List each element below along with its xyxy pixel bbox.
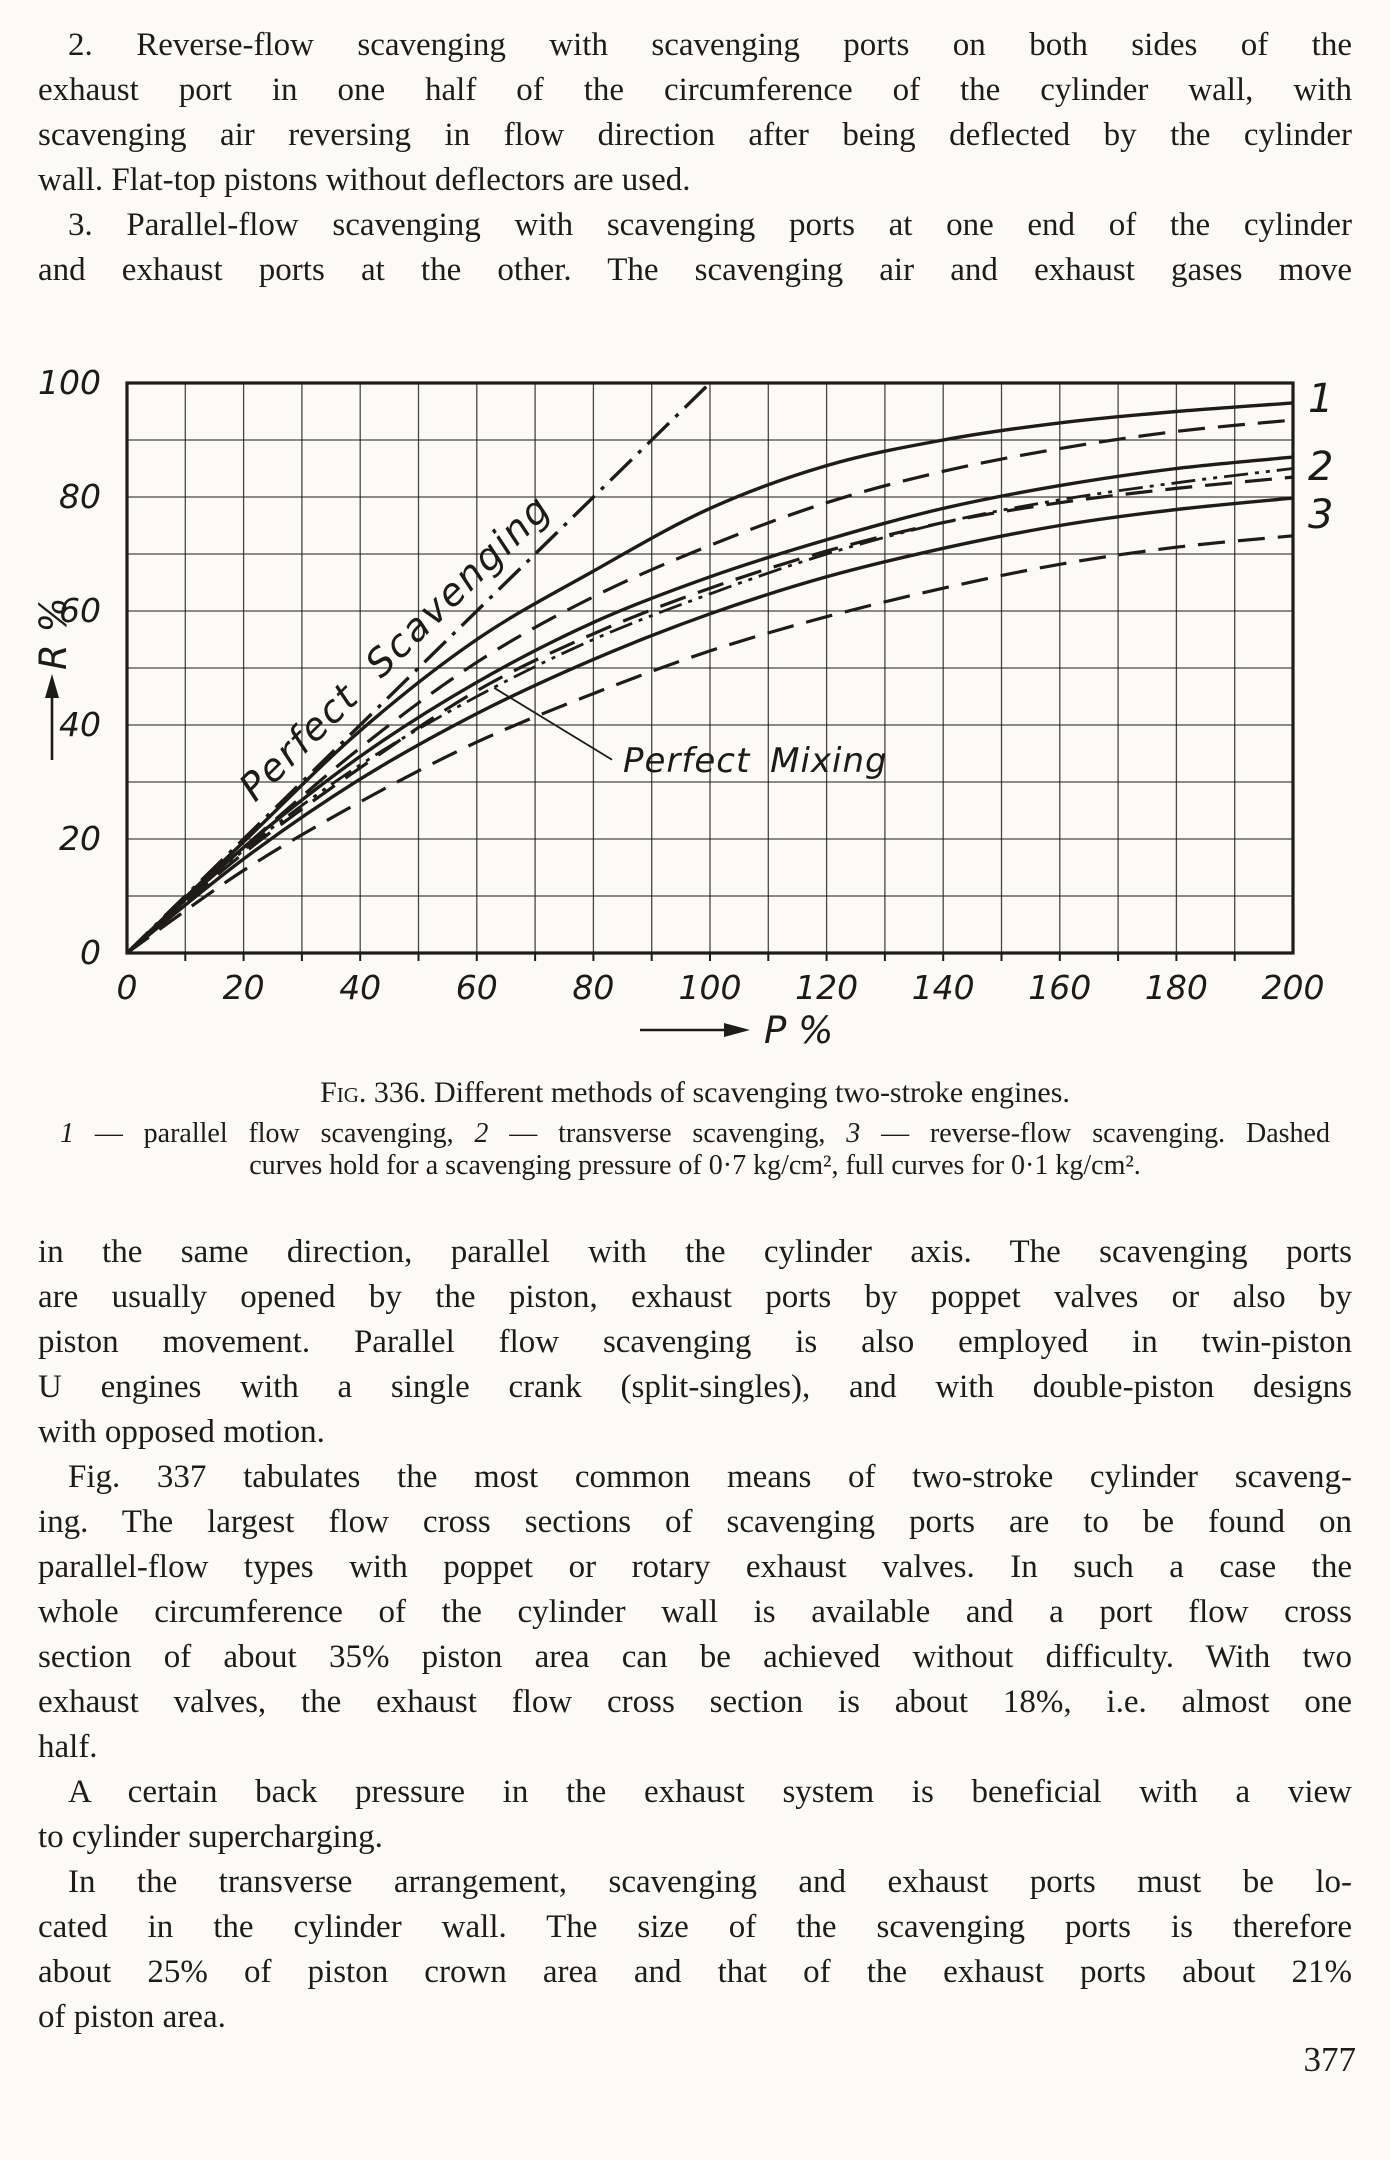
text-line: with opposed motion.: [38, 1414, 325, 1450]
x-tick-label: 60: [456, 968, 498, 1007]
legend-curve-number: 1: [60, 1118, 74, 1149]
perfect-mixing-label: Perfect Mixing: [623, 741, 888, 781]
text-line: cated in the cylinder wall. The size of …: [38, 1909, 1352, 1945]
curve-1-full: [127, 401, 1293, 953]
text-line: exhaust valves, the exhaust flow cross s…: [38, 1684, 1352, 1720]
text-line: U engines with a single crank (split-sin…: [38, 1369, 1352, 1405]
x-tick-label: 0: [117, 968, 138, 1007]
text-line: scavenging air reversing in flow directi…: [38, 117, 1352, 153]
page-number: 377: [1303, 2040, 1357, 2079]
text-line: Fig. 337 tabulates the most common means…: [68, 1459, 1352, 1495]
y-tick-label: 60: [59, 591, 101, 630]
text-line: ing. The largest flow cross sections of …: [38, 1504, 1352, 1540]
text-line: A certain back pressure in the exhaust s…: [68, 1774, 1352, 1810]
x-tick-label: 40: [339, 968, 381, 1007]
y-tick-label: 40: [59, 705, 101, 744]
figure-legend: 1 — parallel flow scavenging, 2 — transv…: [60, 1118, 1330, 1182]
text-line: and exhaust ports at the other. The scav…: [38, 252, 1352, 288]
paragraph-continuation: in the same direction, parallel with the…: [38, 1230, 1352, 1455]
text-line: to cylinder supercharging.: [38, 1819, 383, 1855]
x-tick-label: 80: [572, 968, 614, 1007]
y-axis-label: R %: [32, 597, 75, 670]
text-line: parallel-flow types with poppet or rotar…: [38, 1549, 1352, 1585]
legend-text: — reverse-flow scavenging. Dashed: [860, 1118, 1330, 1149]
legend-text: — transverse scavenging,: [488, 1118, 847, 1149]
text-line: 2. Reverse-flow scavenging with scavengi…: [68, 27, 1352, 63]
x-tick-label: 200: [1262, 968, 1325, 1007]
text-line: wall. Flat-top pistons without deflector…: [38, 162, 691, 198]
legend-curve-number: 3: [846, 1118, 861, 1149]
x-tick-label: 180: [1145, 968, 1208, 1007]
figure-caption: Fig. 336. Different methods of scavengin…: [0, 1076, 1390, 1110]
x-tick-label: 20: [223, 968, 265, 1007]
paragraph-3: 3. Parallel-flow scavenging with scaveng…: [38, 203, 1352, 293]
x-axis-label: P %: [764, 1009, 833, 1052]
y-tick-label: 0: [80, 933, 101, 972]
curve-2-label: 2: [1308, 444, 1333, 490]
paragraph-fig337: Fig. 337 tabulates the most common means…: [38, 1455, 1352, 1770]
x-tick-label: 120: [795, 968, 858, 1007]
y-tick-label: 80: [59, 477, 101, 516]
y-tick-label: 100: [38, 363, 101, 402]
text-line: about 25% of piston crown area and that …: [38, 1954, 1352, 1990]
text-line: whole circumference of the cylinder wall…: [38, 1594, 1352, 1630]
text-line: In the transverse arrangement, scavengin…: [68, 1864, 1352, 1900]
text-line: section of about 35% piston area can be …: [38, 1639, 1352, 1675]
figure-legend-line: curves hold for a scavenging pressure of…: [60, 1150, 1330, 1182]
text-line: piston movement. Parallel flow scavengin…: [38, 1324, 1352, 1360]
y-axis-arrowhead-icon: [45, 674, 59, 698]
x-tick-label: 140: [912, 968, 975, 1007]
text-line: of piston area.: [38, 1999, 226, 2035]
body-text-bottom: in the same direction, parallel with the…: [38, 1230, 1352, 2040]
x-tick-label: 100: [679, 968, 742, 1007]
text-line: in the same direction, parallel with the…: [38, 1234, 1352, 1270]
figure-336: 0 20 40 60 80 100 120 140 160 180 200 0 20 40 60 80 100 P…: [0, 330, 1390, 1066]
curve-3-dashed: [127, 534, 1293, 953]
paragraph-back-pressure: A certain back pressure in the exhaust s…: [38, 1770, 1352, 1860]
y-tick-label: 20: [59, 819, 101, 858]
text-line: 3. Parallel-flow scavenging with scaveng…: [68, 207, 1352, 243]
figure-chart: 0 20 40 60 80 100 120 140 160 180 200 0 20 40 60 80 100 P…: [32, 363, 1333, 1052]
perfect-mixing-leader: [493, 687, 613, 761]
figure-legend-line: 1 — parallel flow scavenging, 2 — transv…: [60, 1118, 1330, 1150]
curve-1-dashed: [127, 418, 1293, 953]
legend-text: curves hold for a scavenging pressure of…: [249, 1150, 1141, 1181]
perfect-scavenging-label: Perfect Scavenging: [231, 486, 560, 810]
text-line: half.: [38, 1729, 98, 1765]
curve-3-full: [127, 496, 1293, 953]
figure-caption-label: Fig. 336.: [320, 1076, 427, 1109]
perfect-scavenging: [127, 383, 713, 953]
curve-1-label: 1: [1308, 376, 1333, 422]
curve-2-full: [127, 455, 1293, 953]
figure-caption-text: Different methods of scavenging two-stro…: [433, 1076, 1070, 1109]
paragraph-2: 2. Reverse-flow scavenging with scavengi…: [38, 23, 1352, 203]
text-line: are usually opened by the piston, exhaus…: [38, 1279, 1352, 1315]
perfect-mixing: [127, 467, 1293, 953]
body-text-top: 2. Reverse-flow scavenging with scavengi…: [38, 23, 1352, 293]
x-axis-arrowhead-icon: [724, 1023, 750, 1037]
paragraph-transverse: In the transverse arrangement, scavengin…: [38, 1860, 1352, 2040]
text-line: exhaust port in one half of the circumfe…: [38, 72, 1352, 108]
legend-curve-number: 2: [474, 1118, 489, 1149]
x-tick-label: 160: [1028, 968, 1091, 1007]
curve-3-label: 3: [1308, 492, 1333, 538]
legend-text: — parallel flow scavenging,: [74, 1118, 475, 1149]
